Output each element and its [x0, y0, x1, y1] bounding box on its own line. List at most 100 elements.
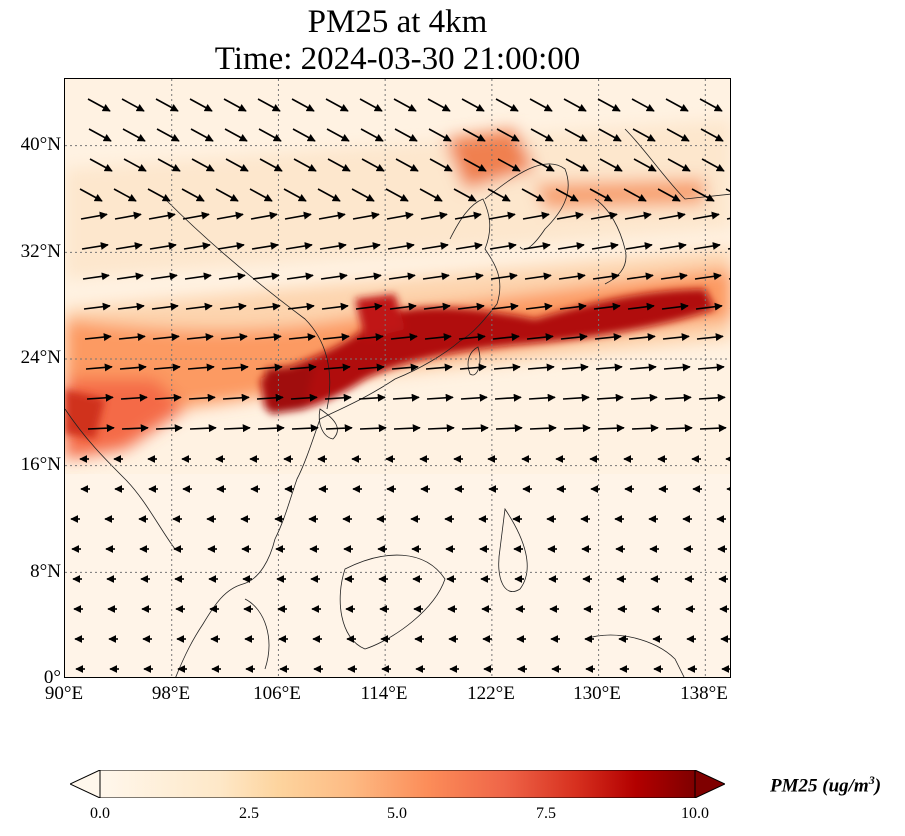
wind-vector-arrow: [564, 128, 588, 142]
wind-vector-arrow: [631, 98, 655, 112]
wind-vector-arrow: [79, 188, 103, 202]
wind-vector-arrow: [147, 188, 171, 202]
wind-vector-arrow: [663, 363, 691, 372]
wind-vector-arrow: [628, 333, 656, 342]
wind-vector-arrow: [522, 211, 550, 220]
wind-vector-arrow: [530, 128, 554, 142]
wind-vector-arrow: [659, 242, 687, 250]
wind-vector-arrow: [597, 424, 625, 433]
wind-vector-arrow: [596, 393, 624, 402]
lat-tick-label: 0°: [43, 667, 61, 688]
wind-vector-arrow: [496, 128, 520, 142]
wind-vector-arrow: [460, 393, 488, 402]
wind-vector-arrow: [151, 302, 179, 311]
wind-vector-arrow: [283, 188, 307, 202]
lat-tick-label: 24°N: [20, 347, 61, 368]
coastlines: [65, 128, 730, 677]
wind-vector-arrow: [494, 393, 522, 402]
wind-vector-arrow: [624, 211, 652, 220]
wind-vector-arrow: [155, 424, 183, 433]
wind-vector-arrow: [660, 272, 688, 281]
wind-vector-arrow: [215, 188, 239, 202]
wind-vector-arrow: [492, 333, 520, 342]
wind-vector-arrow: [701, 158, 725, 172]
wind-vector-arrow: [463, 158, 487, 172]
wind-vector-arrow: [490, 272, 518, 281]
wind-vector-arrow: [597, 98, 621, 112]
wind-vector-arrow: [119, 363, 147, 372]
wind-vector-arrow: [182, 211, 210, 220]
wind-vector-arrow: [253, 302, 281, 311]
lon-tick-label: 122°E: [467, 683, 515, 704]
lat-tick-label: 40°N: [20, 134, 61, 155]
wind-vector-arrow: [352, 211, 380, 220]
wind-vector-arrow: [488, 211, 516, 220]
wind-vector-arrow: [88, 128, 112, 142]
wind-vector-arrow: [317, 188, 341, 202]
wind-vector-arrow: [555, 188, 579, 202]
wind-vector-arrow: [493, 363, 521, 372]
wind-vector-arrow: [421, 242, 449, 250]
wind-vector-arrow: [629, 363, 657, 372]
wind-vector-arrow: [225, 158, 249, 172]
wind-vector-arrow: [590, 211, 618, 220]
wind-vector-arrow: [693, 242, 721, 250]
wind-vector-arrow: [223, 424, 251, 433]
pm25-field: [65, 79, 730, 677]
wind-vector-arrow: [462, 128, 486, 142]
wind-vector-arrow: [393, 424, 421, 433]
wind-vector-arrow: [391, 363, 419, 372]
wind-vector-arrow: [189, 424, 217, 433]
wind-vector-arrow: [152, 333, 180, 342]
wind-vector-arrow: [81, 242, 109, 250]
wind-vector-arrow: [157, 158, 181, 172]
wind-vector-arrow: [489, 242, 517, 250]
wind-vector-arrow: [148, 211, 176, 220]
wind-vector-arrow: [115, 242, 143, 250]
colorbar-extend-max: [694, 770, 725, 798]
wind-vector-arrow: [83, 302, 111, 311]
wind-vector-arrow: [223, 98, 247, 112]
wind-vector-arrow: [359, 424, 387, 433]
lat-tick-label: 32°N: [20, 241, 61, 262]
wind-vector-arrow: [392, 393, 420, 402]
colorbar-tick-label: 7.5: [536, 805, 556, 822]
wind-vector-arrow: [188, 393, 216, 402]
wind-vector-arrow: [87, 98, 111, 112]
wind-vector-arrow: [293, 158, 317, 172]
wind-vector-arrow: [623, 188, 647, 202]
wind-vector-arrow: [289, 363, 317, 372]
wind-vector-arrow: [322, 333, 350, 342]
wind-vector-arrow: [695, 302, 723, 311]
wind-vector-arrow: [424, 333, 452, 342]
wind-vector-arrow: [454, 211, 482, 220]
wind-vector-arrow: [221, 363, 249, 372]
wind-vector-arrow: [82, 272, 110, 281]
wind-vector-arrow: [423, 302, 451, 311]
wind-vector-arrow: [461, 424, 489, 433]
wind-vector-arrow: [113, 188, 137, 202]
wind-vector-arrow: [116, 272, 144, 281]
wind-vector-arrow: [291, 98, 315, 112]
wind-vector-arrow: [419, 188, 443, 202]
wind-vector-arrow: [626, 272, 654, 281]
wind-vector-arrow: [696, 333, 724, 342]
colorbar-label: PM25 (ug/m3): [770, 773, 882, 797]
wind-vector-arrow: [487, 188, 511, 202]
wind-vector-arrow: [729, 308, 730, 309]
wind-vector-arrow: [286, 272, 314, 281]
colorbar: [70, 770, 725, 798]
wind-vector-arrow: [697, 363, 725, 372]
wind-vector-arrow: [525, 302, 553, 311]
wind-vector-arrow: [256, 393, 284, 402]
wind-vector-arrow: [154, 393, 182, 402]
wind-vector-arrow: [661, 302, 689, 311]
wind-vector-arrow: [395, 158, 419, 172]
wind-vector-arrow: [325, 98, 349, 112]
wind-vector-arrow: [527, 363, 555, 372]
wind-vector-arrow: [120, 393, 148, 402]
wind-vector-arrow: [455, 242, 483, 250]
wind-vector-arrow: [249, 188, 273, 202]
wind-vector-arrow: [291, 424, 319, 433]
wind-vector-arrow: [664, 393, 692, 402]
